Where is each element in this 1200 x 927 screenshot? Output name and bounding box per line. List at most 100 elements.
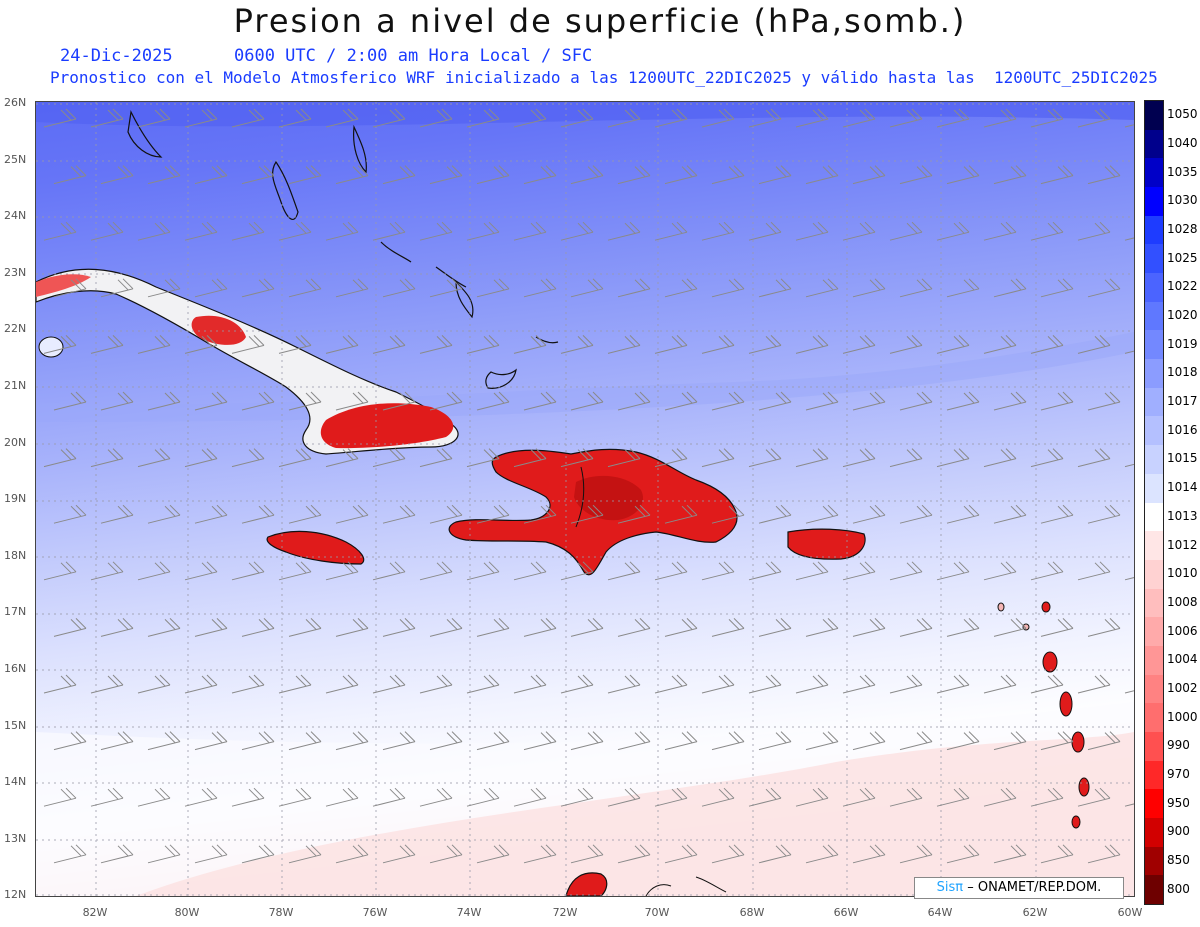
wind-barb (335, 165, 369, 185)
wind-barb (513, 221, 547, 241)
wind-barb (805, 278, 839, 298)
wind-barb (1087, 618, 1121, 637)
wind-barb (805, 504, 839, 524)
colorbar-segment (1145, 875, 1163, 905)
wind-barb (701, 787, 735, 807)
wind-barb (231, 561, 265, 581)
wind-barb (795, 448, 829, 468)
wind-barb (983, 448, 1017, 468)
wind-barb (1087, 391, 1121, 411)
wind-barb (748, 448, 782, 468)
wind-barb (664, 504, 698, 524)
hispaniola-island (448, 448, 738, 576)
wind-barb (523, 278, 557, 298)
colorbar-label: 1019 (1167, 336, 1198, 351)
wind-barb (1087, 504, 1121, 524)
wind-barb (184, 787, 218, 807)
wind-barb (1124, 803, 1134, 807)
wind-barb (1087, 731, 1121, 751)
wind-barb (1077, 674, 1111, 694)
colorbar-label: 1008 (1167, 594, 1198, 609)
wind-barb (335, 618, 369, 637)
colorbar-segment (1145, 445, 1163, 475)
colorbar-segment (1145, 789, 1163, 819)
wind-barb (43, 561, 77, 581)
wind-barb (194, 618, 228, 637)
wind-barb (1077, 335, 1111, 354)
wind-barb (100, 731, 134, 751)
wind-barb (936, 108, 970, 128)
wind-barb (184, 335, 218, 354)
wind-barb (325, 561, 359, 581)
wind-barb (241, 618, 275, 637)
wind-barb (231, 787, 265, 807)
colorbar-segment (1145, 359, 1163, 389)
wind-barb (513, 561, 547, 581)
wind-barb (711, 618, 745, 637)
wind-barb (946, 391, 980, 411)
wind-barb (278, 674, 312, 694)
colorbar-label: 1002 (1167, 680, 1198, 695)
lon-label: 62W (1022, 906, 1048, 919)
colorbar-label: 1020 (1167, 308, 1198, 323)
wind-barb (43, 448, 77, 468)
wind-barb (466, 335, 500, 354)
wind-barb (570, 844, 604, 864)
wind-barb (570, 278, 604, 298)
lon-label: 68W (739, 906, 765, 919)
wind-barb (654, 448, 688, 468)
wind-barb (711, 278, 745, 298)
wind-barb (711, 391, 745, 411)
colorbar-segment (1145, 645, 1163, 676)
lat-label: 18N (4, 548, 27, 562)
lat-label: 23N (4, 265, 27, 279)
wind-barb (570, 731, 604, 751)
wind-barb (617, 731, 651, 751)
wind-barb (852, 165, 886, 185)
wind-barb (43, 674, 77, 694)
colorbar-label: 950 (1167, 795, 1190, 810)
wind-barb (852, 504, 886, 524)
colorbar-label: 1013 (1167, 508, 1198, 523)
wind-barb (758, 504, 792, 524)
colorbar-segment (1145, 158, 1163, 188)
wind-barb (1030, 674, 1064, 694)
wind-barb (1030, 787, 1064, 807)
wind-barb (288, 731, 322, 751)
wind-barb (852, 731, 886, 751)
wind-barb (795, 335, 829, 354)
wind-barb (654, 335, 688, 354)
wind-barb (288, 391, 322, 411)
wind-barb (53, 391, 87, 411)
wind-barb (476, 391, 510, 411)
lon-label: 72W (552, 906, 578, 919)
wind-barb (795, 787, 829, 807)
wind-barb (241, 391, 275, 411)
wind-barb (90, 561, 124, 581)
wind-barb (100, 165, 134, 185)
wind-barb (147, 391, 181, 411)
lat-label: 19N (4, 492, 27, 506)
wind-barb (476, 618, 510, 637)
wind-barb (1030, 561, 1064, 581)
lat-label: 24N (4, 209, 27, 223)
lat-label: 14N (4, 775, 27, 789)
puerto-rico-island (787, 528, 866, 560)
wind-barb (137, 674, 171, 694)
wind-barb (1087, 278, 1121, 298)
wind-barb (194, 391, 228, 411)
lat-label: 25N (4, 152, 27, 166)
wind-barb (382, 844, 416, 864)
wind-barb (993, 844, 1027, 864)
colorbar-segment (1145, 617, 1163, 647)
wind-barb (419, 787, 453, 807)
colorbar-segment (1145, 273, 1163, 303)
wind-barb (523, 844, 557, 864)
wind-barb (325, 787, 359, 807)
colorbar-segment (1145, 187, 1163, 217)
wind-barb (560, 108, 594, 128)
wind-barb (617, 618, 651, 637)
lat-label: 13N (4, 831, 27, 845)
wind-barb (711, 165, 745, 185)
wind-barb (147, 618, 181, 637)
